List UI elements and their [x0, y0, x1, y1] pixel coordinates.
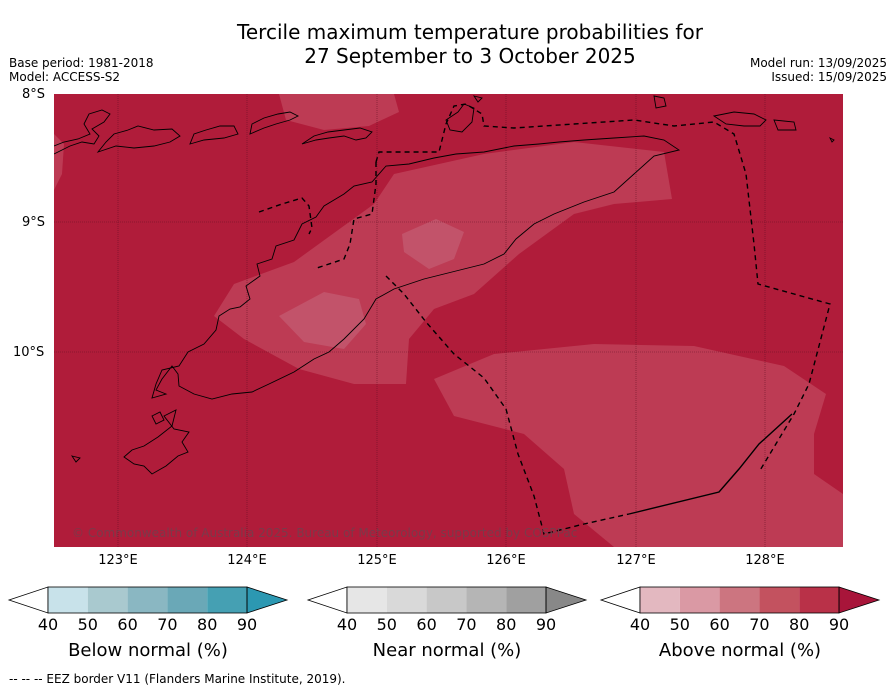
flores-islands: [54, 109, 111, 155]
colorbar-label-near: Near normal (%): [372, 640, 522, 661]
meta-left: Base period: 1981-2018 Model: ACCESS-S2: [9, 56, 154, 84]
colorbar-over-triangle: [838, 586, 881, 614]
eez-timor-west: [313, 162, 377, 270]
colorbar-tick-label: 90: [535, 615, 557, 634]
wetar-island: [445, 103, 475, 133]
lon-label-125e: 125°E: [357, 553, 397, 568]
colorbar-tick-label: 60: [416, 615, 437, 634]
region-above-80-north: [279, 94, 399, 130]
colorbar-segment: [167, 587, 208, 613]
colorbar-segment: [48, 587, 88, 613]
colorbars: [7, 586, 881, 614]
colorbar-outline: [346, 586, 547, 614]
region-above-80-west-edge: [54, 134, 64, 190]
issued-date: Issued: 15/09/2025: [771, 70, 887, 84]
colorbar-tick-label: 40: [37, 615, 59, 634]
colorbar-tick-label: 90: [828, 615, 850, 634]
island-north-east-1: [712, 111, 767, 127]
colorbar-segment: [640, 587, 680, 613]
island-north-east-3: [828, 136, 835, 143]
colorbar-label-below: Below normal (%): [68, 640, 228, 661]
colorbar-label-above: Above normal (%): [658, 640, 822, 661]
colorbar-over-triangle: [545, 586, 588, 614]
colorbar-tick-label: 40: [629, 615, 651, 634]
colorbar-under-triangle: [306, 586, 348, 614]
colorbar-tick-label: 70: [456, 615, 477, 634]
colorbar-segment: [679, 587, 720, 613]
base-period: Base period: 1981-2018: [9, 56, 154, 70]
region-above-80-south: [434, 344, 843, 547]
island-north-1: [249, 111, 300, 135]
colorbar-outline: [639, 586, 840, 614]
timor-island: [151, 135, 681, 400]
colorbar-over-triangle: [246, 586, 289, 614]
region-above-70-a: [279, 292, 366, 349]
colorbar-near-normal: [306, 586, 588, 614]
colorbar-segment: [87, 587, 128, 613]
small-island-b: [70, 455, 81, 463]
eez-oecusse: [258, 197, 313, 235]
title-line-2: 27 September to 3 October 2025: [304, 44, 636, 68]
colorbar-segment: [466, 587, 507, 613]
colorbar-tick-label: 80: [789, 615, 810, 634]
colorbar-outline: [47, 586, 248, 614]
rote-island: [123, 409, 190, 475]
eez-footnote: -- -- -- EEZ border V11 (Flanders Marine…: [9, 672, 346, 686]
eez-solid-south: [628, 413, 793, 515]
colorbar-tick-label: 70: [157, 615, 178, 634]
graticule: [54, 94, 843, 547]
colorbar-segment: [347, 587, 387, 613]
colorbar-segment: [759, 587, 800, 613]
colorbar-tick-label: 40: [336, 615, 358, 634]
colorbar-tick-label: 50: [669, 615, 690, 634]
colorbar-segment: [506, 587, 546, 613]
colorbar-tick-label: 70: [749, 615, 770, 634]
meta-right: Model run: 13/09/2025 Issued: 15/09/2025: [750, 56, 887, 84]
lon-label-128e: 128°E: [745, 553, 785, 568]
colorbar-segment: [207, 587, 247, 613]
region-above-70-b: [402, 219, 464, 269]
pantar-island: [189, 125, 239, 145]
colorbar-segment: [127, 587, 168, 613]
map-title: Tercile maximum temperature probabilitie…: [0, 20, 896, 68]
colorbar-segment: [386, 587, 427, 613]
colorbar-under-triangle: [599, 586, 641, 614]
coastlines: [54, 95, 835, 475]
island-north-3: [653, 95, 667, 109]
colorbar-below-normal: [7, 586, 289, 614]
colorbar-above-normal: [599, 586, 881, 614]
small-island-a: [151, 411, 165, 425]
lat-label-9s: 9°S: [22, 215, 46, 230]
eez-border: [258, 103, 831, 535]
eez-south: [385, 275, 630, 535]
colorbar-tick-label: 80: [496, 615, 517, 634]
lon-label-126e: 126°E: [486, 553, 526, 568]
lat-label-10s: 10°S: [13, 345, 45, 360]
lon-label-123e: 123°E: [98, 553, 138, 568]
colorbar-tick-label: 60: [709, 615, 730, 634]
lon-label-127e: 127°E: [616, 553, 656, 568]
colorbar-tick-label: 50: [376, 615, 397, 634]
model-name: Model: ACCESS-S2: [9, 70, 121, 84]
probability-map: [54, 94, 843, 547]
title-line-1: Tercile maximum temperature probabilitie…: [237, 20, 703, 44]
colorbar-tick-label: 80: [197, 615, 218, 634]
colorbar-segment: [719, 587, 760, 613]
copyright-notice: © Commonwealth of Australia 2025. Bureau…: [72, 526, 578, 540]
island-north-4: [472, 95, 483, 103]
lon-label-124e: 124°E: [227, 553, 267, 568]
island-north-2: [301, 127, 373, 145]
colorbar-segment: [799, 587, 839, 613]
colorbar-tick-label: 50: [77, 615, 98, 634]
colorbar-tick-label: 60: [117, 615, 138, 634]
alor-island: [96, 125, 181, 153]
colorbar-tick-label: 90: [236, 615, 258, 634]
island-north-east-2: [773, 119, 797, 131]
model-run: Model run: 13/09/2025: [749, 56, 887, 70]
colorbar-under-triangle: [7, 586, 49, 614]
lat-label-8s: 8°S: [22, 87, 46, 102]
colorbar-segment: [426, 587, 467, 613]
